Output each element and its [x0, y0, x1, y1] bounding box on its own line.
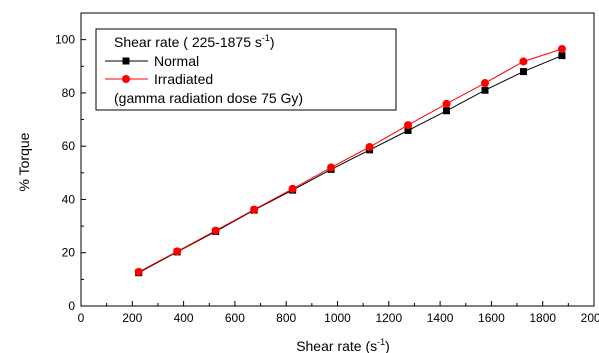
data-point-irradiated: [404, 121, 413, 130]
data-point-irradiated: [365, 142, 374, 151]
data-point-normal: [481, 86, 489, 94]
x-tick-label: 600: [225, 311, 245, 325]
legend-marker-irradiated: [122, 75, 130, 83]
data-point-normal: [443, 107, 451, 115]
series-line-normal: [138, 55, 563, 274]
data-point-irradiated: [250, 205, 259, 214]
y-tick-label: 60: [62, 139, 76, 153]
data-point-irradiated: [173, 247, 182, 256]
y-tick-label: 40: [62, 192, 76, 206]
x-tick-label: 1800: [529, 311, 556, 325]
data-point-irradiated: [211, 226, 220, 235]
legend-title: Shear rate ( 225-1875 s-1): [114, 33, 275, 50]
data-point-irradiated: [288, 184, 297, 193]
data-point-irradiated: [134, 267, 143, 276]
data-point-irradiated: [557, 44, 566, 53]
y-tick-label: 20: [62, 246, 76, 260]
data-point-normal: [558, 52, 566, 60]
x-tick-label: 800: [276, 311, 296, 325]
legend: Shear rate ( 225-1875 s-1) Normal Irradi…: [95, 28, 397, 111]
x-tick-label: 1200: [375, 311, 402, 325]
legend-label-irradiated: Irradiated: [154, 71, 213, 87]
x-axis-title: Shear rate (s-1): [296, 337, 390, 353]
series-layer: [134, 44, 566, 277]
x-tick-label: 200: [122, 311, 142, 325]
data-point-normal: [404, 126, 412, 134]
data-point-irradiated: [442, 99, 451, 108]
legend-note: (gamma radiation dose 75 Gy): [114, 90, 303, 106]
y-axis-title: % Torque: [16, 132, 32, 191]
x-tick-label: 1000: [324, 311, 351, 325]
y-axis: 0 20 40 60 80 100: [55, 33, 86, 313]
legend-marker-normal: [122, 57, 130, 65]
data-point-irradiated: [519, 57, 528, 66]
x-tick-label: 400: [174, 311, 194, 325]
series-line-irradiated: [138, 48, 563, 273]
data-point-irradiated: [480, 79, 489, 88]
legend-box: [95, 28, 397, 111]
y-tick-label: 0: [68, 299, 75, 313]
legend-label-normal: Normal: [154, 53, 199, 69]
x-tick-label: 0: [78, 311, 85, 325]
data-point-irradiated: [327, 163, 336, 172]
y-tick-label: 100: [55, 33, 75, 47]
data-point-normal: [519, 68, 527, 76]
x-tick-label: 1600: [478, 311, 505, 325]
x-tick-label: 1400: [427, 311, 454, 325]
y-tick-label: 80: [62, 86, 76, 100]
